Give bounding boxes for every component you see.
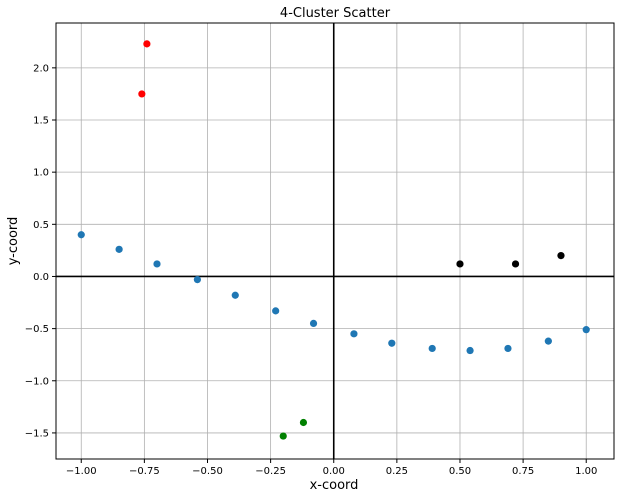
data-point xyxy=(456,260,464,268)
y-tick-label: 0.0 xyxy=(33,272,49,283)
data-point xyxy=(388,339,396,347)
x-tick-label: −0.75 xyxy=(129,466,160,477)
x-axis-ticks: −1.00 −0.75 −0.50 −0.25 0.00 0.25 0.50 0.75 1.00 xyxy=(66,459,597,477)
x-tick-label: 0.75 xyxy=(512,466,534,477)
data-point xyxy=(153,260,161,268)
y-tick-label: 2.0 xyxy=(33,63,49,74)
data-point xyxy=(143,40,151,48)
data-point xyxy=(309,319,318,328)
data-point xyxy=(582,326,590,334)
zero-axis-lines xyxy=(56,23,614,459)
y-tick-label: −0.5 xyxy=(25,324,49,335)
data-point xyxy=(428,344,436,353)
data-point xyxy=(193,275,201,284)
y-tick-label: −1.0 xyxy=(25,376,49,387)
data-point xyxy=(299,418,308,427)
x-axis-label: x-coord xyxy=(310,478,359,493)
x-tick-label: 0.25 xyxy=(386,466,408,477)
y-tick-label: 1.5 xyxy=(33,116,49,127)
y-tick-label: 0.5 xyxy=(33,220,49,231)
y-tick-label: −1.5 xyxy=(25,428,49,439)
data-point xyxy=(557,252,565,260)
data-points xyxy=(77,40,590,440)
data-point xyxy=(138,90,146,98)
data-point xyxy=(231,291,239,299)
data-point xyxy=(504,344,512,353)
x-tick-label: −1.00 xyxy=(66,466,97,477)
data-point xyxy=(115,245,123,253)
x-tick-label: 0.00 xyxy=(323,466,345,477)
grid-lines xyxy=(56,23,614,459)
data-point xyxy=(466,346,474,355)
chart-title: 4-Cluster Scatter xyxy=(280,6,391,21)
x-tick-label: −0.25 xyxy=(255,466,286,477)
data-point xyxy=(511,260,520,268)
data-point xyxy=(272,307,280,315)
y-tick-label: 1.0 xyxy=(33,168,49,179)
data-point xyxy=(77,231,85,239)
y-axis-label: y-coord xyxy=(6,217,21,266)
data-point xyxy=(544,337,552,345)
x-tick-label: 1.00 xyxy=(575,466,597,477)
x-tick-label: −0.50 xyxy=(192,466,223,477)
plot-frame xyxy=(55,22,615,460)
x-tick-label: 0.50 xyxy=(449,466,471,477)
y-axis-ticks: −1.5 −1.0 −0.5 0.0 0.5 1.0 1.5 2.0 xyxy=(25,63,56,439)
data-point xyxy=(279,432,287,440)
data-point xyxy=(350,330,358,338)
